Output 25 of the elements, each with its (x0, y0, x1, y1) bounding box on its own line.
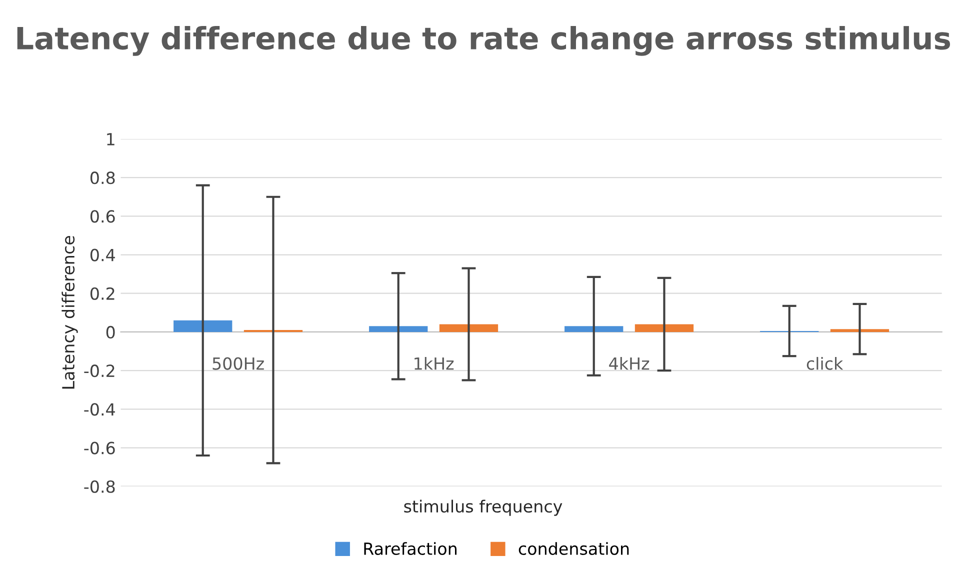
y-tick-label: -0.8 (84, 480, 115, 493)
bar (174, 320, 232, 332)
y-tick-label: -0.6 (84, 442, 115, 454)
y-tick-label: 0 (106, 326, 115, 339)
y-axis-title: Latency difference (62, 236, 78, 389)
bar (564, 326, 624, 332)
y-tick-label: -0.2 (84, 364, 114, 378)
x-tick-label: 1kHz (414, 356, 454, 370)
legend-label: condensation (518, 542, 629, 555)
y-tick-label: 0.4 (90, 248, 115, 262)
y-tick-label: 0.2 (90, 287, 114, 300)
y-tick-label: 0.6 (90, 210, 115, 223)
y-tick-label: -0.4 (84, 403, 115, 416)
x-tick-label: 500Hz (212, 357, 264, 370)
bar (369, 326, 428, 332)
y-tick-label: 0.8 (90, 172, 115, 184)
chart-title: Latency difference due to rate change arross stimulus (17, 26, 950, 56)
x-tick-label: click (806, 356, 844, 370)
x-axis-title: stimulus frequency (404, 500, 562, 516)
x-tick-label: 4kHz (609, 356, 650, 370)
bar (439, 324, 498, 332)
y-tick-label: 1 (107, 133, 114, 146)
legend-label: Rarefaction (364, 542, 457, 555)
bar (830, 329, 890, 332)
bar (634, 324, 694, 332)
